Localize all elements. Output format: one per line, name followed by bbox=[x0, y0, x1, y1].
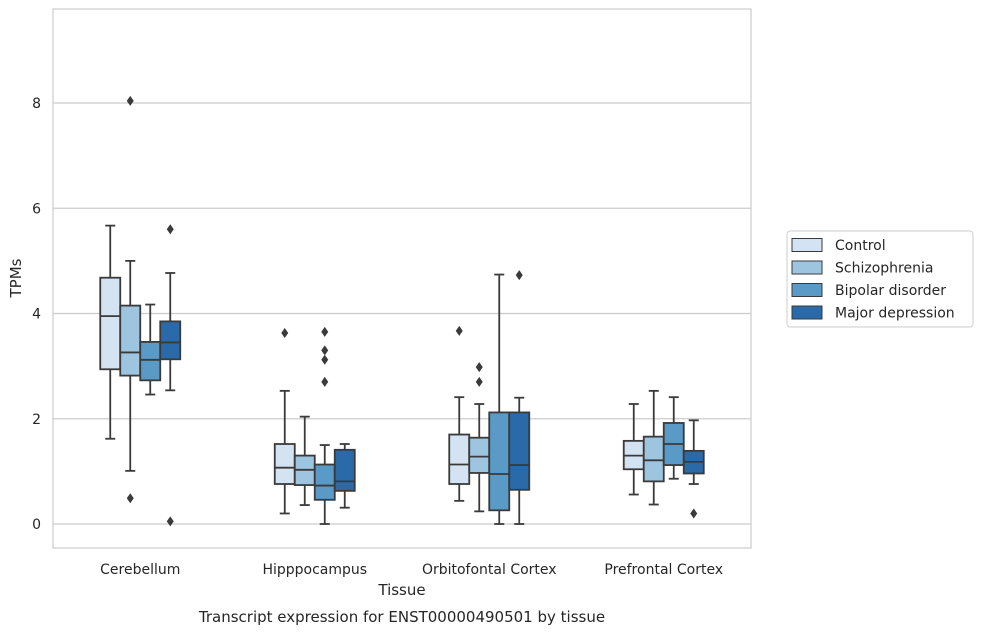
outlier-point bbox=[455, 325, 463, 336]
legend-swatch bbox=[791, 260, 823, 275]
outlier-point bbox=[126, 493, 134, 504]
x-tick-labels: Cerebellum Hipppocampus Orbitofontal Corte… bbox=[100, 562, 723, 578]
y-tick-labels: 0 2 4 6 8 bbox=[32, 96, 41, 533]
legend-swatch bbox=[791, 283, 823, 297]
legend-item: Bipolar disorder bbox=[791, 283, 946, 299]
box-iqr bbox=[488, 411, 511, 512]
box-iqr bbox=[159, 320, 182, 361]
y-tick-label: 8 bbox=[32, 96, 41, 112]
legend: Control Schizophrenia Bipolar disorder Majo… bbox=[786, 230, 974, 328]
box-iqr bbox=[273, 443, 296, 485]
chart-caption: Transcript expression for ENST0000049050… bbox=[198, 608, 605, 626]
outlier-point bbox=[321, 326, 329, 337]
box-major-depression-2 bbox=[508, 270, 531, 525]
legend-item: Schizophrenia bbox=[791, 260, 933, 277]
box-schizophrenia-3 bbox=[642, 389, 665, 506]
y-tick-label: 4 bbox=[32, 307, 41, 323]
box-iqr bbox=[468, 436, 491, 474]
outlier-point bbox=[690, 508, 698, 519]
legend-item: Control bbox=[791, 238, 886, 254]
legend-item: Major depression bbox=[791, 305, 955, 322]
legend-label: Major depression bbox=[835, 306, 955, 322]
boxes-layer bbox=[99, 95, 705, 527]
box-major-depression-0 bbox=[159, 224, 182, 527]
outlier-point bbox=[321, 354, 329, 365]
outlier-point bbox=[321, 345, 329, 356]
y-tick-label: 0 bbox=[32, 517, 41, 533]
y-tick-label: 6 bbox=[32, 201, 41, 217]
outlier-point bbox=[166, 516, 174, 527]
outlier-point bbox=[166, 224, 174, 235]
box-iqr bbox=[119, 304, 142, 377]
box-control-2 bbox=[448, 325, 471, 502]
x-tick-label: Cerebellum bbox=[100, 562, 180, 578]
box-control-3 bbox=[622, 403, 645, 496]
box-schizophrenia-1 bbox=[293, 415, 316, 506]
legend-label: Bipolar disorder bbox=[835, 283, 946, 299]
box-iqr bbox=[448, 433, 471, 485]
legend-label: Control bbox=[835, 238, 886, 254]
x-tick-label: Hipppocampus bbox=[262, 562, 367, 578]
box-major-depression-3 bbox=[682, 419, 705, 519]
legend-label: Schizophrenia bbox=[835, 261, 933, 277]
legend-frame bbox=[786, 230, 974, 328]
y-tick-label: 2 bbox=[32, 412, 41, 428]
outlier-point bbox=[126, 95, 134, 106]
x-tick-label: Prefrontal Cortex bbox=[604, 562, 723, 578]
x-tick-label: Orbitofontal Cortex bbox=[422, 562, 557, 578]
box-iqr bbox=[642, 435, 665, 483]
legend-swatch bbox=[791, 305, 823, 320]
outlier-point bbox=[475, 376, 483, 387]
box-iqr bbox=[99, 276, 122, 371]
outlier-point bbox=[321, 376, 329, 387]
box-iqr bbox=[139, 341, 162, 382]
box-bipolar-disorder-3 bbox=[662, 396, 685, 480]
legend-items: Control Schizophrenia Bipolar disorder Majo… bbox=[791, 238, 955, 322]
y-axis-label: TPMs bbox=[7, 258, 25, 298]
box-control-1 bbox=[273, 327, 296, 515]
box-major-depression-1 bbox=[333, 443, 356, 509]
box-schizophrenia-0 bbox=[119, 95, 142, 504]
box-schizophrenia-2 bbox=[468, 362, 491, 513]
x-axis-label: Tissue bbox=[377, 581, 425, 599]
box-iqr bbox=[313, 463, 336, 501]
plot-frame bbox=[52, 8, 752, 549]
box-iqr bbox=[333, 448, 356, 492]
box-bipolar-disorder-0 bbox=[139, 303, 162, 396]
box-iqr bbox=[508, 411, 531, 491]
outlier-point bbox=[475, 362, 483, 373]
outlier-point bbox=[281, 327, 289, 338]
legend-swatch bbox=[791, 238, 823, 252]
box-control-0 bbox=[99, 224, 122, 440]
outlier-point bbox=[515, 270, 523, 281]
